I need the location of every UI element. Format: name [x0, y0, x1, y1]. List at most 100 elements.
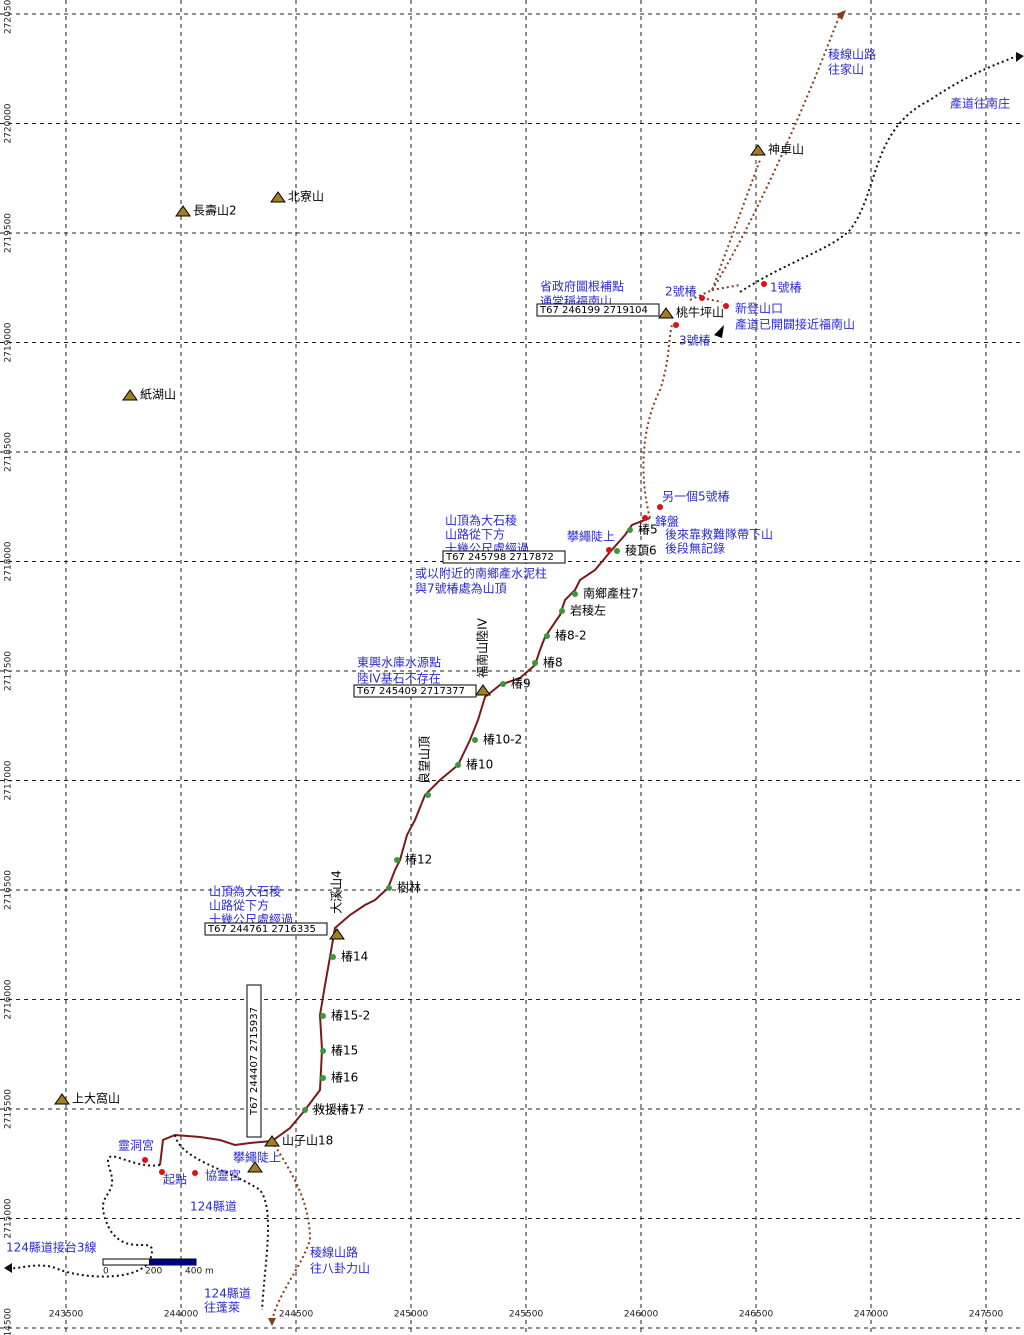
x-grid-label: 244500	[279, 1310, 314, 1320]
stake-point	[544, 633, 550, 639]
peak-label: 神卓山	[768, 143, 804, 157]
peak-label: 山子山18	[282, 1134, 333, 1148]
note: 鋒盤	[655, 514, 679, 529]
peak-icon	[54, 1093, 70, 1105]
coord-box	[246, 984, 262, 1138]
note: 往蓬萊	[204, 1300, 240, 1315]
scale-label: 400 m	[185, 1267, 214, 1277]
waypoint	[642, 515, 648, 521]
peak-icon	[750, 144, 766, 156]
stake-label: 椿9	[511, 677, 531, 691]
peak-label: 大溪山4	[330, 870, 344, 914]
x-grid-label: 244000	[164, 1310, 199, 1320]
stake-point	[425, 792, 431, 798]
stake-point	[627, 527, 633, 533]
peak-icon	[270, 191, 286, 203]
x-grid-label: 243500	[49, 1310, 84, 1320]
coord-label: T67 246199 2719104	[539, 305, 648, 316]
x-grid-label: 246000	[624, 1310, 659, 1320]
note: 靈洞宮	[118, 1138, 154, 1153]
waypoint	[673, 322, 679, 328]
stake-label: 椿14	[341, 950, 368, 964]
x-grid-label: 247000	[854, 1310, 889, 1320]
note: 起點	[163, 1173, 187, 1187]
stake-point	[320, 1013, 326, 1019]
y-grid-label: 2717000	[4, 760, 14, 800]
note: 陸IV基石不存在	[357, 672, 441, 686]
note: 1號椿	[770, 281, 802, 295]
waypoint	[723, 303, 729, 309]
note: 山路從下方	[445, 527, 505, 542]
y-grid-label: 2718000	[4, 541, 14, 581]
stake-label: 良望山頂	[417, 736, 432, 784]
note: 攀繩陡上	[567, 530, 615, 544]
stake-label: 椿15-2	[331, 1009, 370, 1023]
x-grid-label: 245500	[509, 1310, 544, 1320]
stake-label: 救援椿17	[313, 1102, 364, 1117]
trail-dotted	[271, 13, 841, 1321]
stake-point	[455, 762, 461, 768]
x-grid-label: 246500	[739, 1310, 774, 1320]
peak-label: 福南山陸IV	[475, 617, 490, 678]
y-grid-label: 2719500	[4, 213, 14, 253]
note: 省政府圖根補點	[540, 279, 624, 294]
stake-label: 岩稜左	[570, 603, 606, 618]
note: 稜線山路	[828, 47, 876, 62]
note: 協靈宮	[205, 1168, 241, 1183]
stake-point	[394, 857, 400, 863]
stake-point	[559, 608, 565, 614]
coord-box	[442, 550, 566, 564]
coord-box	[536, 303, 660, 317]
note: 山路從下方	[209, 898, 269, 913]
waypoint	[142, 1157, 148, 1163]
scale-label: 200	[145, 1267, 162, 1277]
peak-label: 紙湖山	[140, 387, 176, 402]
coord-label: T67 244407 2715937	[249, 1007, 260, 1116]
waypoint	[159, 1169, 165, 1175]
note: 山頂為大石稜	[209, 885, 281, 899]
peak-icon	[175, 205, 191, 217]
arrow	[4, 1263, 12, 1273]
stake-point	[532, 660, 538, 666]
y-grid-label: 2719000	[4, 322, 14, 362]
arrow	[714, 325, 724, 338]
note: 或以附近的南鄉產水泥柱	[415, 566, 547, 581]
note: 東興水庫水源點	[357, 656, 441, 670]
note: 山頂為大石稜	[445, 514, 517, 528]
note: 稜線山路	[310, 1245, 358, 1260]
note: 往八卦力山	[310, 1261, 370, 1276]
stake-point	[500, 681, 506, 687]
stake-point	[614, 548, 620, 554]
note: 後來靠救難隊帶下山	[665, 527, 773, 542]
note: 124縣道	[190, 1200, 237, 1214]
note: 與7號椿處為山頂	[415, 582, 507, 596]
peak-icon	[329, 928, 345, 940]
stake-label: 椿8	[543, 656, 563, 670]
peak-label: 北寮山	[288, 189, 324, 204]
road-dotted	[7, 54, 1021, 1311]
peak-icon	[122, 389, 138, 401]
peak-label: 長壽山2	[193, 203, 237, 218]
stake-label: 椿5	[638, 523, 658, 537]
peak-icon	[247, 1161, 263, 1173]
stake-label: 椿10	[466, 758, 493, 772]
note: 另一個5號椿	[662, 490, 730, 504]
coord-box	[353, 684, 477, 698]
waypoint	[192, 1170, 198, 1176]
note: 後段無記錄	[665, 541, 725, 556]
stake-label: 椿15	[331, 1044, 358, 1058]
peak-label: 上大窩山	[72, 1091, 120, 1106]
y-grid-label: 2715500	[4, 1089, 14, 1129]
stake-point	[302, 1107, 308, 1113]
coord-label: T67 244761 2716335	[207, 924, 316, 935]
note: 2號椿	[665, 285, 697, 299]
note: 124縣道	[204, 1287, 251, 1301]
x-grid-label: 247500	[969, 1310, 1004, 1320]
coord-label: T67 245409 2717377	[356, 686, 465, 697]
stake-label: 椿10-2	[483, 733, 522, 747]
note: 往家山	[828, 62, 864, 77]
stake-point	[330, 954, 336, 960]
stake-label: 椿12	[405, 853, 432, 867]
